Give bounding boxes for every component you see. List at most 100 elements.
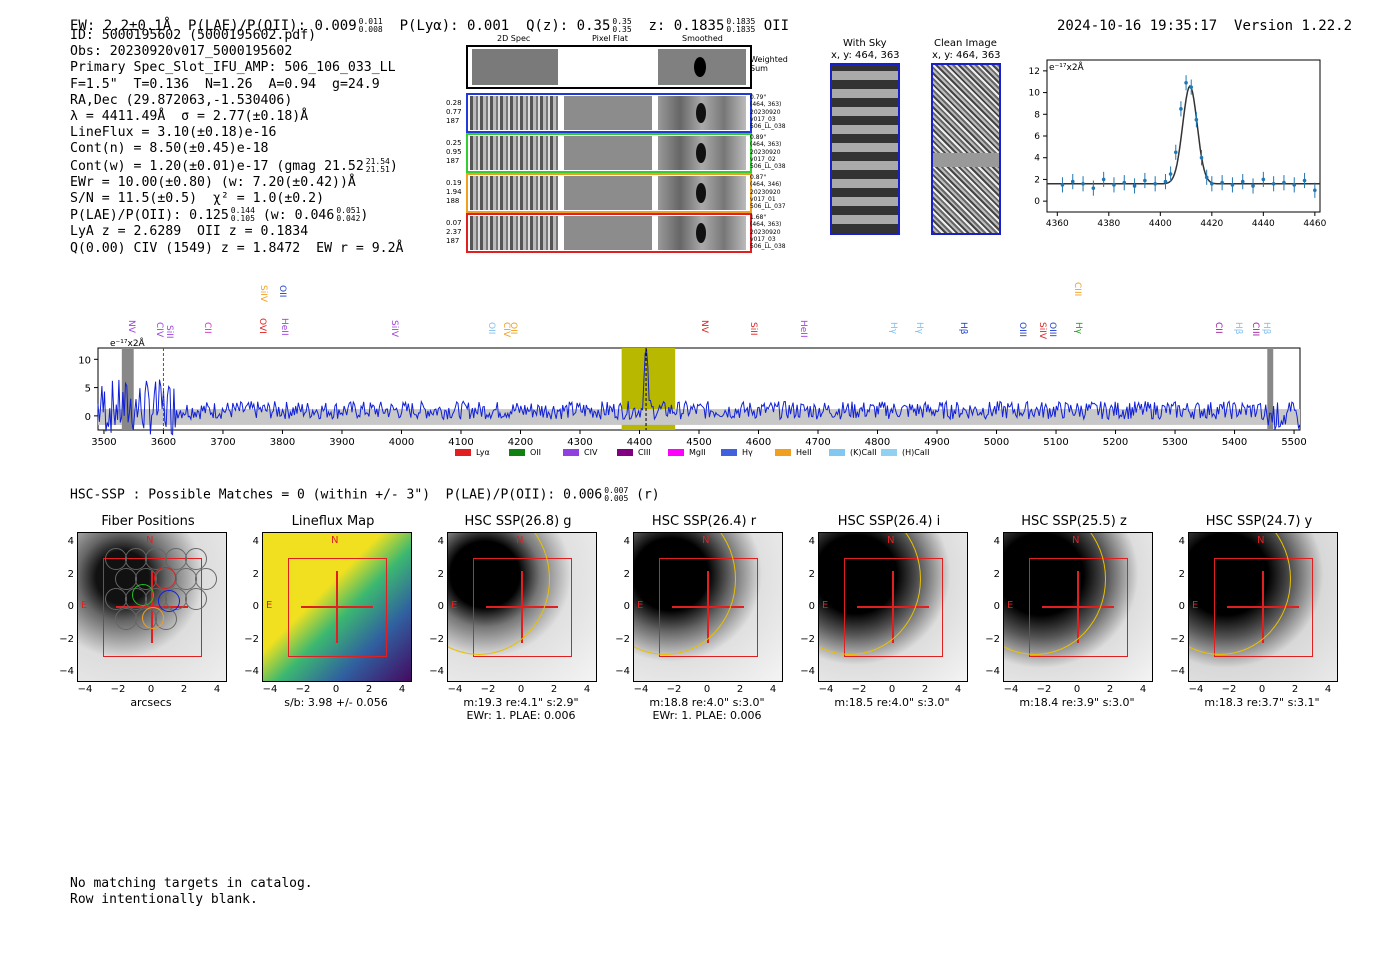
col-pixel-flat: Pixel Flat (592, 34, 628, 43)
hsc-xtick: 2 (365, 684, 373, 695)
mask-left (121, 348, 134, 430)
cutout-left-labels: 0.19 1.94 188 (446, 179, 462, 206)
cutout-2d (470, 96, 558, 130)
hsc-xtick: 4 (583, 684, 591, 695)
z-value: 0.1835 (673, 18, 725, 34)
hsc-title-lo: 0.005 (604, 494, 629, 503)
legend-swatch (668, 449, 684, 456)
cutout-left-labels: 0.28 0.77 187 (446, 99, 462, 126)
zoom-plot: 4360 4380 4400 4420 4440 4460 0 2 4 6 8 10 12 (1029, 67, 1327, 229)
hsc-xtick: 0 (332, 684, 340, 695)
hsc-ytick: −4 (985, 666, 1000, 677)
info-plae: P(LAE)/P(OII): 0.125 0.144 0.105 (w: 0.046… (70, 207, 403, 224)
hsc-xtick: 0 (703, 684, 711, 695)
header-summary: EW: 2.2±0.1Å P(LAE)/P(OII): 0.009 0.011 0.… (70, 2, 789, 35)
info-civ: Q(0.00) CIV (1549) z = 1.8472 EW r = 9.2… (70, 240, 404, 256)
plae-hi: 0.011 (358, 17, 383, 26)
zoom-data-point (1081, 181, 1085, 186)
zoom-data-point (1261, 177, 1266, 182)
cutout-left-labels: 0.07 2.37 187 (446, 219, 462, 246)
line-label: SiIV (258, 285, 268, 303)
hsc-ytick: 4 (1178, 536, 1185, 547)
cutout-right-value: 20230920 (750, 188, 781, 196)
plya-value: 0.001 (467, 18, 510, 34)
hsc-ytick: −2 (59, 633, 74, 645)
zoom-data-point (1153, 181, 1157, 186)
cutout-right-labels: 0.79" (464, 363) 20230920 v017_03 506_LL_038 (750, 94, 786, 130)
hsc-panel-title: HSC SSP(24.7) y (1205, 514, 1313, 529)
hsc-panel-sub2: EWr: 1. PLAE: 0.006 (652, 709, 762, 722)
plae-lo: 0.008 (358, 25, 383, 34)
hsc-xtick: 4 (769, 684, 777, 695)
cutout-left-value: 0.25 (446, 139, 462, 147)
clean-xy: x, y: 464, 363 (932, 50, 1001, 61)
cutout-row (466, 213, 752, 253)
zoom-xtick-label: 4380 (1097, 219, 1120, 229)
hsc-ytick: −2 (800, 633, 815, 645)
hsc-ytick: 0 (67, 601, 74, 612)
hsc-panel-sub1: m:18.3 re:3.7" s:3.1" (1204, 696, 1320, 709)
footer-line1: No matching targets in catalog. (70, 876, 313, 891)
zoom-data-point (1091, 186, 1096, 190)
zoom-data-point (1230, 183, 1235, 187)
zoom-data-point (1179, 107, 1183, 111)
weighted-2d (472, 49, 558, 85)
ew-value: 2.2±0.1Å (103, 18, 172, 34)
zoom-data-point (1143, 178, 1147, 183)
error-band (98, 409, 1300, 425)
hsc-ytick: 4 (623, 536, 630, 547)
zoom-frame (1046, 59, 1321, 213)
zoom-data-point (1204, 175, 1209, 180)
ew-label: EW: (70, 18, 96, 34)
cutout-right-value: 506_LL_037 (750, 203, 786, 211)
legend-item: CIV (563, 448, 597, 457)
info-contn: Cont(n) = 8.50(±0.45)e-18 (70, 141, 269, 157)
compass-e: E (266, 600, 273, 611)
crosshair-v (336, 571, 338, 643)
hsc-xtick: 0 (147, 684, 155, 695)
hsc-ytick: 0 (808, 601, 815, 612)
spec-xtick-label: 4000 (389, 437, 414, 448)
fiber-circle (195, 568, 217, 590)
info-slot: Primary Spec_Slot_IFU_AMP: 506_106_033_L… (70, 60, 396, 76)
hsc-panel-sub1: m:18.5 re:4.0" s:3.0" (834, 696, 950, 709)
hsc-panel-title: HSC SSP(26.8) g (464, 514, 572, 529)
legend-item: MgII (668, 448, 706, 457)
legend-swatch (509, 449, 525, 456)
version: Version 1.22.2 (1234, 18, 1353, 34)
fiber-circle (125, 548, 147, 570)
info-contw: Cont(w) = 1.20(±0.01)e-17 (gmag 21.52 21.… (70, 157, 403, 175)
zoom-data-point (1060, 183, 1065, 187)
mask-right (1267, 348, 1274, 430)
spec-xtick-label: 3900 (329, 437, 354, 448)
hsc-ytick: 4 (437, 536, 444, 547)
cutout-right-value: v017_01 (750, 195, 776, 203)
fiber-circle (185, 548, 207, 570)
spec-xtick-label: 3700 (210, 437, 235, 448)
z-label: z: (648, 18, 666, 34)
plae-text: P(LAE)/P(OII): 0.125 (70, 208, 229, 224)
hsc-panel-title: HSC SSP(26.4) r (651, 514, 757, 529)
hsc-ytick: 2 (437, 568, 444, 580)
hsc-xtick: 0 (1073, 684, 1081, 695)
clean-title: Clean Image (934, 38, 997, 49)
hsc-ytick: 0 (252, 601, 259, 612)
cutout-right-labels: 1.68" (464, 363) 20230920 v017_03 506_LL_038 (750, 214, 786, 250)
legend-label: CIII (638, 448, 651, 457)
cutout-left-value: 0.28 (446, 99, 462, 107)
zoom-data-point (1173, 150, 1178, 155)
hsc-ytick: 2 (1178, 568, 1185, 580)
hsc-panel-title: Fiber Positions (101, 514, 195, 529)
spec-xtick-label: 5300 (1162, 437, 1187, 448)
compass-n: N (331, 535, 339, 546)
z-lo: 0.1835 (726, 25, 756, 34)
cutout-2d (470, 216, 558, 250)
cutout-right-value: v017_02 (750, 155, 776, 163)
zoom-data-point (1302, 178, 1307, 183)
hsc-xtick: −4 (262, 684, 278, 695)
zoom-data-point (1240, 179, 1245, 184)
spec-xtick-label: 4100 (448, 437, 473, 448)
